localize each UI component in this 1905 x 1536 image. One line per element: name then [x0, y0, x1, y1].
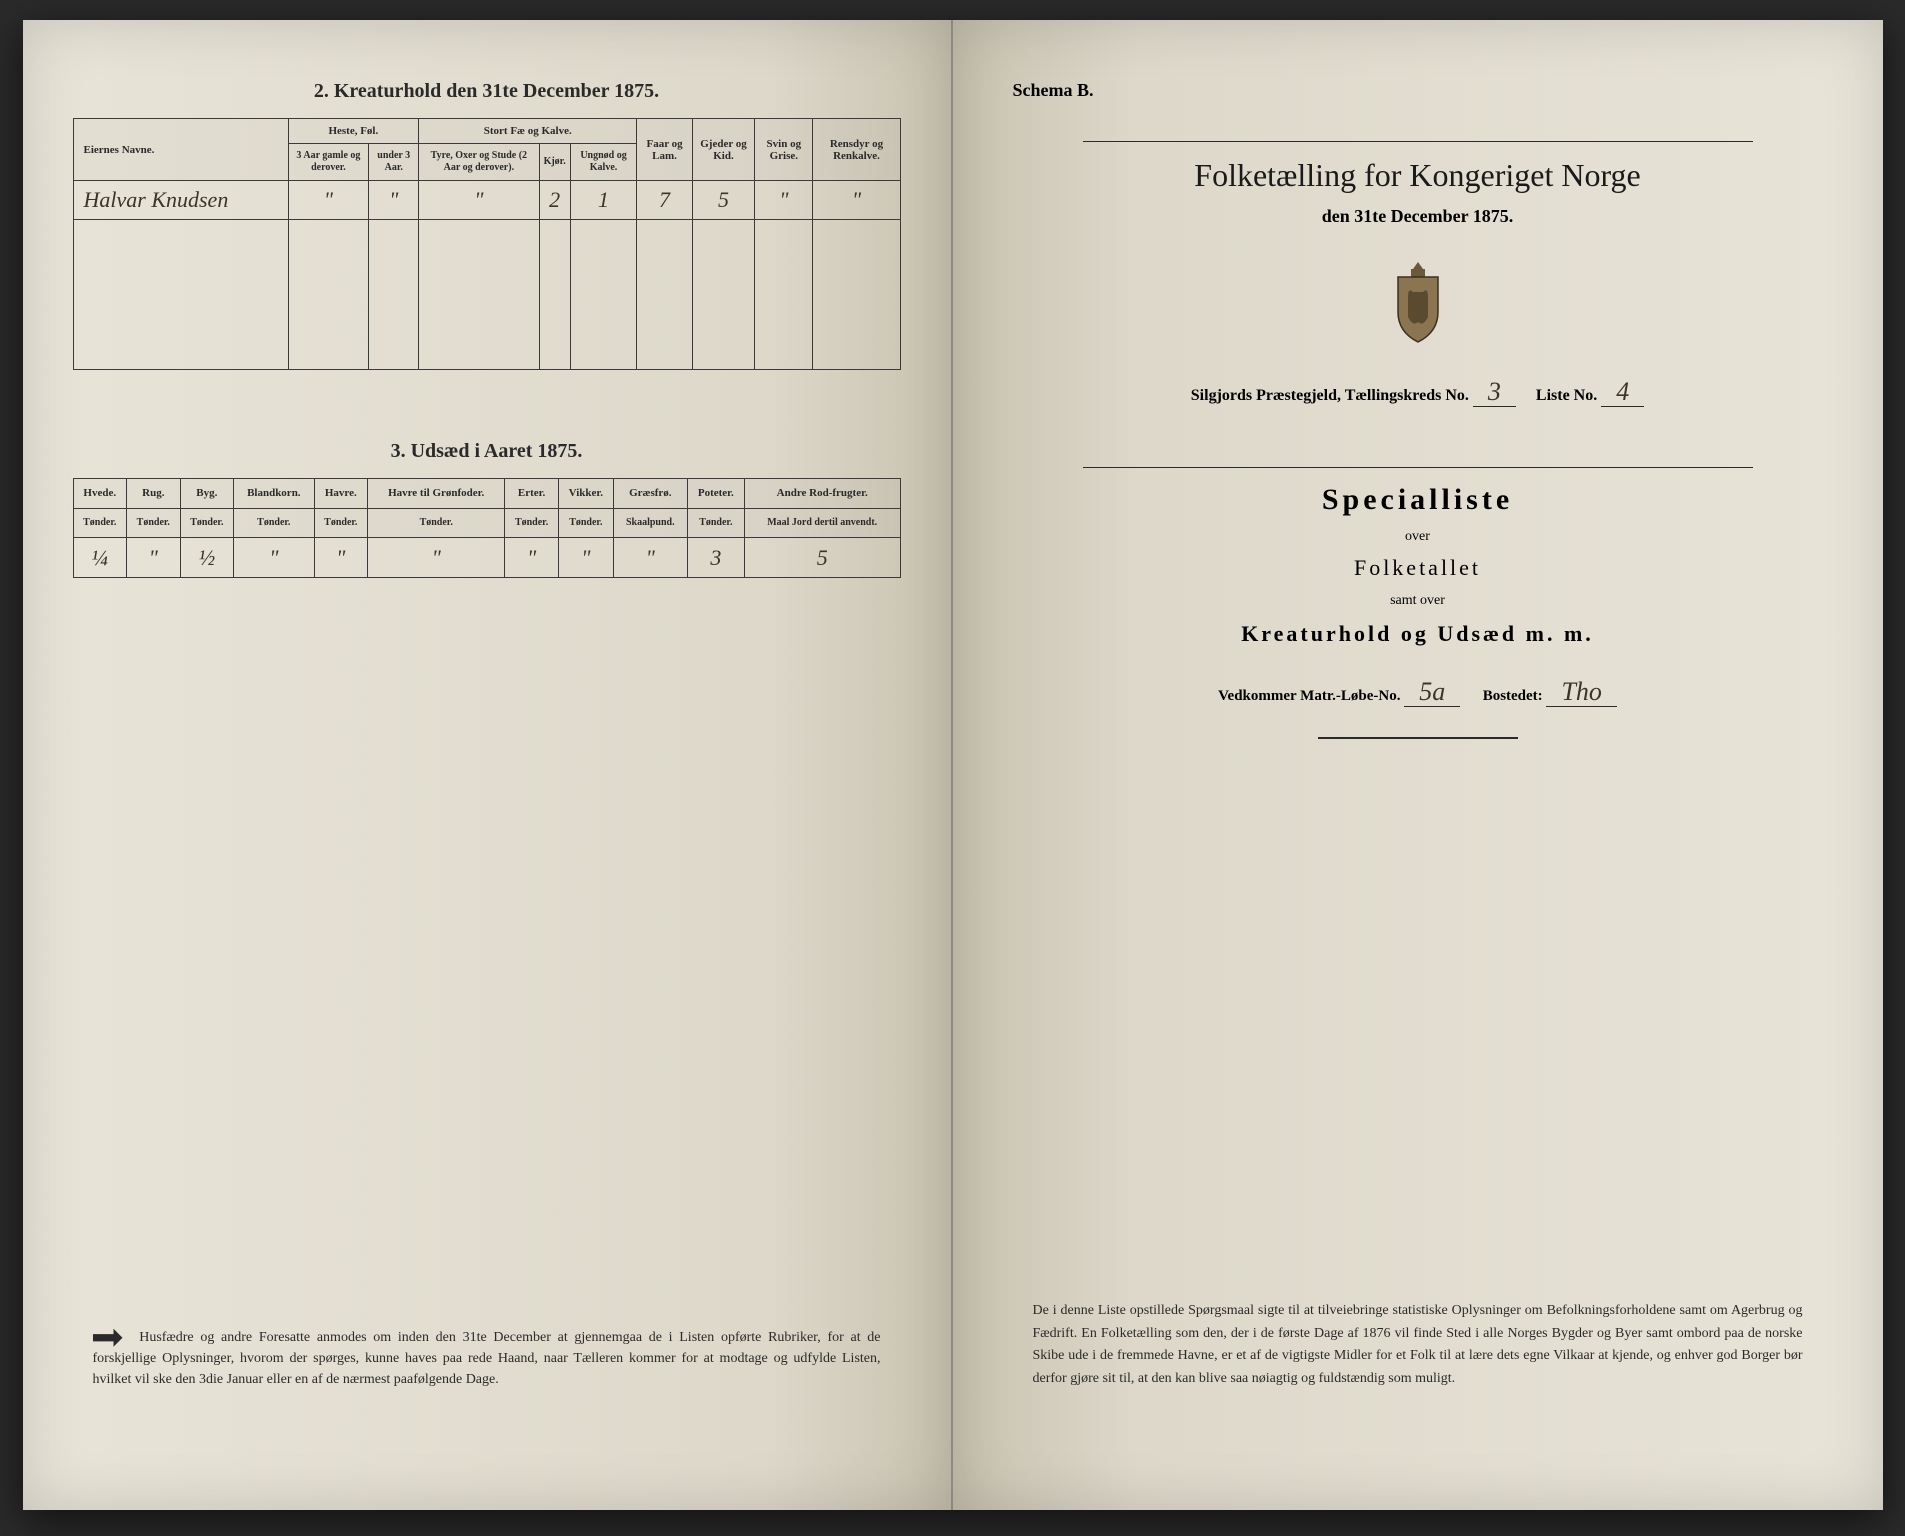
- cell: ": [234, 538, 314, 578]
- kreaturhold-table: Eiernes Navne. Heste, Føl. Stort Fæ og K…: [73, 118, 901, 370]
- col-gjeder: Gjeder og Kid.: [692, 119, 754, 181]
- kreatur-label: Kreaturhold og Udsæd m. m.: [1003, 621, 1833, 647]
- schema-label: Schema B.: [1013, 80, 1833, 101]
- sub-tonder: Tønder.: [368, 509, 505, 538]
- cell: ": [505, 538, 559, 578]
- cell: 1: [570, 181, 637, 220]
- cell: ": [558, 538, 613, 578]
- right-page: Schema B. Folketælling for Kongeriget No…: [953, 20, 1883, 1510]
- divider: [1083, 141, 1753, 142]
- coat-of-arms-icon: [1383, 257, 1453, 347]
- cell: ": [419, 181, 539, 220]
- district-line: Silgjords Præstegjeld, Tællingskreds No.…: [1003, 377, 1833, 407]
- left-footer-note: Husfædre og andre Foresatte anmodes om i…: [93, 1327, 881, 1390]
- col-havre: Havre.: [314, 479, 368, 509]
- col-hvede: Hvede.: [73, 479, 127, 509]
- col-poteter: Poteter.: [687, 479, 744, 509]
- liste-value: 4: [1601, 377, 1644, 407]
- table-row: Halvar Knudsen " " " 2 1 7 5 " ": [73, 181, 900, 220]
- kreds-value: 3: [1473, 377, 1516, 407]
- col-svin: Svin og Grise.: [755, 119, 813, 181]
- col-stort2: Kjør.: [539, 144, 570, 181]
- cell: 2: [539, 181, 570, 220]
- section3-title: 3. Udsæd i Aaret 1875.: [73, 440, 901, 463]
- vedk-label: Vedkommer Matr.-Løbe-No.: [1218, 688, 1400, 704]
- cell-owner: Halvar Knudsen: [73, 181, 288, 220]
- cell: 3: [687, 538, 744, 578]
- divider: [1083, 467, 1753, 468]
- col-erter: Erter.: [505, 479, 559, 509]
- col-byg: Byg.: [180, 479, 234, 509]
- col-stort3: Ungnød og Kalve.: [570, 144, 637, 181]
- table-row: ¼ " ½ " " " " " " 3 5: [73, 538, 900, 578]
- cell: 7: [637, 181, 692, 220]
- samt-label: samt over: [1003, 593, 1833, 609]
- col-heste1: 3 Aar gamle og derover.: [288, 144, 369, 181]
- kreds-label: Tællingskreds No.: [1345, 387, 1469, 404]
- divider: [1318, 737, 1518, 739]
- sub-tonder: Tønder.: [73, 509, 127, 538]
- sub-tonder: Tønder.: [234, 509, 314, 538]
- bosted-label: Bostedet:: [1483, 688, 1543, 704]
- sub-tonder: Tønder.: [180, 509, 234, 538]
- col-stort1: Tyre, Oxer og Stude (2 Aar og derover).: [419, 144, 539, 181]
- col-bland: Blandkorn.: [234, 479, 314, 509]
- over-label: over: [1003, 529, 1833, 545]
- cell: ": [613, 538, 687, 578]
- vedk-value: 5a: [1404, 677, 1460, 707]
- udsaed-table: Hvede. Rug. Byg. Blandkorn. Havre. Havre…: [73, 478, 901, 578]
- cell: ": [369, 181, 419, 220]
- bosted-value: Tho: [1546, 677, 1616, 707]
- sub-skaalpund: Skaalpund.: [613, 509, 687, 538]
- pointer-icon: [93, 1329, 123, 1347]
- cell: 5: [692, 181, 754, 220]
- sub-tonder: Tønder.: [127, 509, 181, 538]
- col-andre: Andre Rod-frugter.: [744, 479, 900, 509]
- sub-tonder: Tønder.: [314, 509, 368, 538]
- main-title: Folketælling for Kongeriget Norge: [1003, 157, 1833, 194]
- section2-title: 2. Kreaturhold den 31te December 1875.: [73, 80, 901, 103]
- col-owner: Eiernes Navne.: [73, 119, 288, 181]
- document-book: 2. Kreaturhold den 31te December 1875. E…: [23, 20, 1883, 1510]
- left-page: 2. Kreaturhold den 31te December 1875. E…: [23, 20, 953, 1510]
- district-prefix: Silgjords Præstegjeld,: [1191, 387, 1341, 404]
- cell: ": [314, 538, 368, 578]
- sub-tonder: Tønder.: [687, 509, 744, 538]
- footer-text: Husfædre og andre Foresatte anmodes om i…: [93, 1330, 881, 1387]
- col-group-heste: Heste, Føl.: [288, 119, 419, 144]
- col-faar: Faar og Lam.: [637, 119, 692, 181]
- col-rensdyr: Rensdyr og Renkalve.: [813, 119, 900, 181]
- vedkommer-line: Vedkommer Matr.-Løbe-No. 5a Bostedet: Th…: [1003, 677, 1833, 707]
- table-row-empty: [73, 220, 900, 370]
- sub-maal: Maal Jord dertil anvendt.: [744, 509, 900, 538]
- col-group-stort: Stort Fæ og Kalve.: [419, 119, 637, 144]
- col-rug: Rug.: [127, 479, 181, 509]
- folketallet-label: Folketallet: [1003, 555, 1833, 581]
- cell: ": [755, 181, 813, 220]
- col-heste2: under 3 Aar.: [369, 144, 419, 181]
- col-vikker: Vikker.: [558, 479, 613, 509]
- specialliste-title: Specialliste: [1003, 483, 1833, 517]
- cell: ": [813, 181, 900, 220]
- cell: 5: [744, 538, 900, 578]
- subtitle-date: den 31te December 1875.: [1003, 206, 1833, 227]
- cell: ¼: [73, 538, 127, 578]
- col-havregron: Havre til Grønfoder.: [368, 479, 505, 509]
- sub-tonder: Tønder.: [558, 509, 613, 538]
- cell: ": [127, 538, 181, 578]
- cell: ": [288, 181, 369, 220]
- cell: ½: [180, 538, 234, 578]
- col-graes: Græsfrø.: [613, 479, 687, 509]
- sub-tonder: Tønder.: [505, 509, 559, 538]
- right-footer-text: De i denne Liste opstillede Spørgsmaal s…: [1033, 1300, 1803, 1390]
- liste-label: Liste No.: [1536, 387, 1597, 404]
- cell: ": [368, 538, 505, 578]
